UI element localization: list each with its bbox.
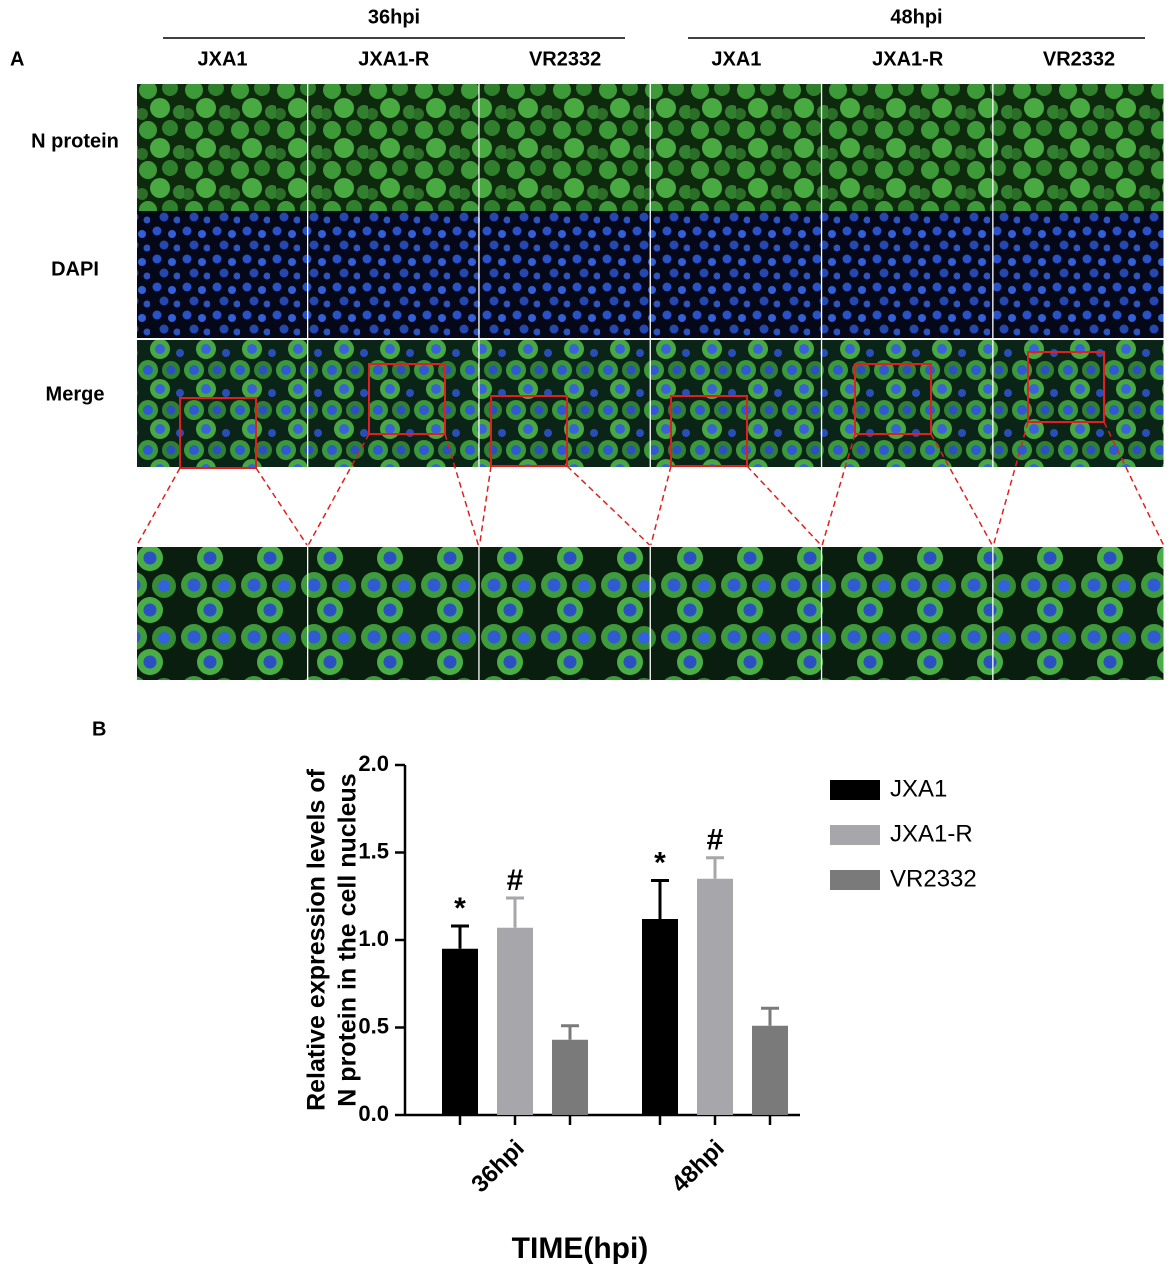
zoom-box: [670, 395, 748, 467]
legend-swatch: [830, 870, 880, 890]
panel-a: 36hpi 48hpi N protein DAPI Merge JXA1 JXA1-R VR…: [31, 6, 1165, 680]
zoom-box: [179, 397, 257, 469]
significance-mark: *: [654, 846, 666, 879]
row-label: Merge: [46, 383, 105, 405]
significance-mark: *: [454, 892, 466, 925]
micrograph: [650, 84, 821, 211]
micrograph: [993, 84, 1164, 211]
zoom-guide: [650, 465, 672, 546]
micrograph: [479, 84, 650, 211]
row-label: N protein: [31, 130, 119, 152]
y-tick-label: 0.0: [358, 1101, 389, 1126]
zoom-box: [854, 363, 932, 435]
legend-swatch: [830, 780, 880, 800]
time-point-label: 36hpi: [368, 6, 420, 28]
micrograph: [650, 211, 821, 338]
y-axis-title: N protein in the cell nucleus: [334, 773, 362, 1106]
zoom-box: [490, 395, 568, 467]
zoom-micrograph: [993, 547, 1164, 680]
legend-label: JXA1: [890, 775, 947, 802]
micrograph: [137, 211, 307, 338]
zoom-guide: [746, 465, 822, 546]
bar: [442, 948, 478, 1115]
strain-label: VR2332: [1043, 48, 1115, 70]
micrograph: [308, 340, 479, 467]
significance-mark: #: [707, 824, 724, 857]
panel-label: A: [10, 48, 24, 70]
micrograph: [993, 211, 1164, 338]
micrograph: [308, 84, 479, 211]
bar: [497, 927, 533, 1115]
zoom-guide: [1103, 421, 1165, 546]
zoom-box: [1027, 351, 1105, 423]
zoom-micrograph: [650, 547, 821, 680]
time-point-label: 48hpi: [890, 6, 942, 28]
zoom-micrograph: [479, 547, 650, 680]
bar: [642, 919, 678, 1115]
strain-label: JXA1: [711, 48, 761, 70]
zoom-guide: [992, 421, 1029, 546]
micrograph: [479, 340, 650, 467]
zoom-micrograph: [308, 547, 479, 680]
legend-swatch: [830, 825, 880, 845]
zoom-micrograph: [822, 547, 993, 680]
micrograph: [993, 340, 1164, 467]
strain-label: JXA1: [197, 48, 247, 70]
panel-label: B: [92, 718, 106, 740]
x-tick-label: 36hpi: [466, 1135, 529, 1198]
strain-label: JXA1-R: [872, 48, 944, 70]
strain-label: VR2332: [529, 48, 601, 70]
zoom-micrograph: [137, 547, 307, 680]
micrograph: [822, 211, 993, 338]
micrograph: [650, 340, 821, 467]
x-tick-label: 48hpi: [666, 1135, 729, 1198]
bar: [752, 1025, 788, 1115]
legend-label: JXA1-R: [890, 820, 973, 847]
zoom-guide: [136, 467, 181, 546]
y-tick-label: 1.5: [358, 838, 389, 863]
significance-mark: #: [507, 864, 524, 897]
micrograph: [137, 340, 307, 467]
y-tick-label: 0.5: [358, 1013, 389, 1038]
zoom-guide: [307, 433, 370, 546]
micrograph: [822, 84, 993, 211]
micrograph: [822, 340, 993, 467]
y-tick-label: 1.0: [358, 926, 389, 951]
panel-b: 0.0 0.5 1.0 1.5 2.0 Relative expression level…: [303, 751, 977, 1265]
zoom-guide: [255, 467, 308, 546]
micrograph: [137, 84, 307, 211]
y-axis-title: Relative expression levels of: [303, 768, 331, 1111]
micrograph: [479, 211, 650, 338]
bar: [697, 878, 733, 1115]
row-label: DAPI: [51, 258, 99, 280]
legend-label: VR2332: [890, 865, 977, 892]
x-axis-title: TIME(hpi): [512, 1232, 649, 1265]
zoom-guide: [930, 433, 993, 546]
zoom-box: [368, 363, 446, 435]
y-tick-label: 2.0: [358, 751, 389, 776]
bar: [552, 1039, 588, 1115]
strain-label: JXA1-R: [358, 48, 430, 70]
zoom-guide: [478, 465, 492, 546]
zoom-guide: [566, 465, 651, 546]
micrograph: [308, 211, 479, 338]
